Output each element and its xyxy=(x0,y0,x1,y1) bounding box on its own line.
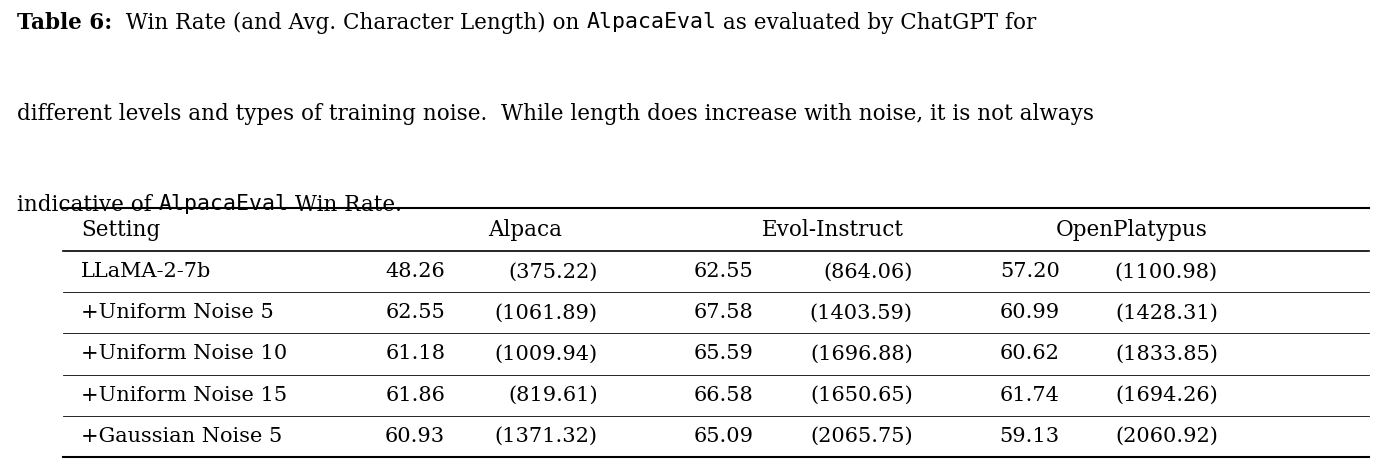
Text: (1833.85): (1833.85) xyxy=(1116,345,1218,363)
Text: (2065.75): (2065.75) xyxy=(811,427,913,446)
Text: 57.20: 57.20 xyxy=(1000,262,1060,281)
Text: (1371.32): (1371.32) xyxy=(494,427,598,446)
Text: 66.58: 66.58 xyxy=(693,386,753,404)
Text: 61.74: 61.74 xyxy=(1000,386,1060,404)
Text: +Uniform Noise 5: +Uniform Noise 5 xyxy=(81,304,274,322)
Text: 67.58: 67.58 xyxy=(693,304,753,322)
Text: 48.26: 48.26 xyxy=(385,262,445,281)
Text: AlpacaEval: AlpacaEval xyxy=(158,194,288,214)
Text: 61.18: 61.18 xyxy=(385,345,445,363)
Text: (1696.88): (1696.88) xyxy=(811,345,913,363)
Text: 59.13: 59.13 xyxy=(1000,427,1060,446)
Text: (1694.26): (1694.26) xyxy=(1116,386,1218,404)
Text: Win Rate (and Avg. Character Length) on: Win Rate (and Avg. Character Length) on xyxy=(112,12,587,34)
Text: (1428.31): (1428.31) xyxy=(1116,304,1218,322)
Text: +Uniform Noise 10: +Uniform Noise 10 xyxy=(81,345,287,363)
Text: AlpacaEval: AlpacaEval xyxy=(587,12,717,32)
Text: 62.55: 62.55 xyxy=(693,262,753,281)
Text: OpenPlatypus: OpenPlatypus xyxy=(1056,219,1207,241)
Text: 65.59: 65.59 xyxy=(693,345,753,363)
Text: +Uniform Noise 15: +Uniform Noise 15 xyxy=(81,386,287,404)
Text: (2060.92): (2060.92) xyxy=(1116,427,1218,446)
Text: (1650.65): (1650.65) xyxy=(811,386,913,404)
Text: 60.99: 60.99 xyxy=(1000,304,1060,322)
Text: 65.09: 65.09 xyxy=(693,427,753,446)
Text: 62.55: 62.55 xyxy=(385,304,445,322)
Text: 60.62: 60.62 xyxy=(1000,345,1060,363)
Text: (375.22): (375.22) xyxy=(508,262,598,281)
Text: 61.86: 61.86 xyxy=(385,386,445,404)
Text: different levels and types of training noise.  While length does increase with n: different levels and types of training n… xyxy=(17,103,1093,125)
Text: +Gaussian Noise 5: +Gaussian Noise 5 xyxy=(81,427,283,446)
Text: 60.93: 60.93 xyxy=(385,427,445,446)
Text: (1009.94): (1009.94) xyxy=(494,345,598,363)
Text: as evaluated by ChatGPT for: as evaluated by ChatGPT for xyxy=(717,12,1036,34)
Text: Win Rate.: Win Rate. xyxy=(288,194,402,216)
Text: Alpaca: Alpaca xyxy=(489,219,561,241)
Text: (1061.89): (1061.89) xyxy=(494,304,598,322)
Text: indicative of: indicative of xyxy=(17,194,158,216)
Text: (819.61): (819.61) xyxy=(508,386,598,404)
Text: (1403.59): (1403.59) xyxy=(809,304,913,322)
Text: (1100.98): (1100.98) xyxy=(1114,262,1218,281)
Text: Evol-Instruct: Evol-Instruct xyxy=(762,219,904,241)
Text: Table 6:: Table 6: xyxy=(17,12,112,34)
Text: (864.06): (864.06) xyxy=(823,262,913,281)
Text: Setting: Setting xyxy=(81,219,161,241)
Text: LLaMA-2-7b: LLaMA-2-7b xyxy=(81,262,211,281)
